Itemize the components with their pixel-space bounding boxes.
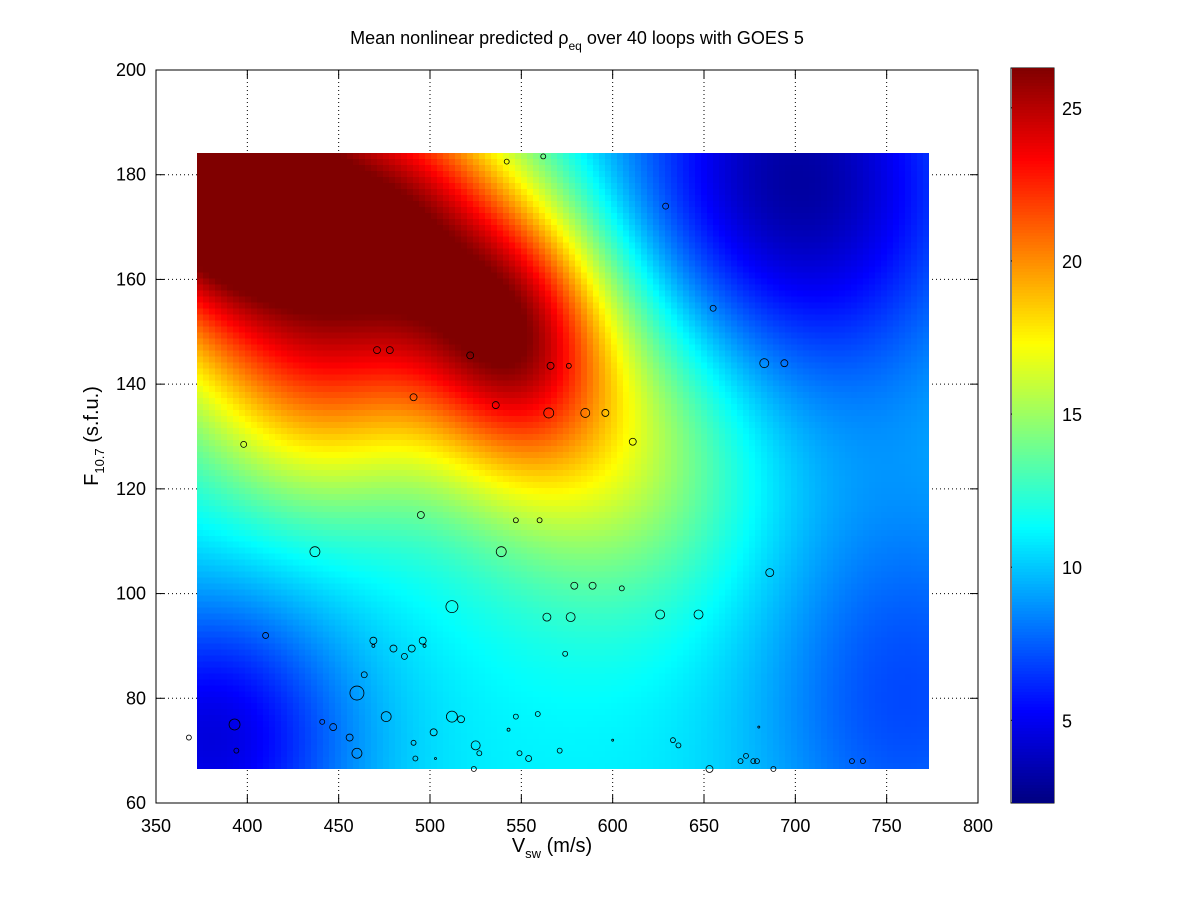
x-label-rest: (m/s)	[541, 835, 592, 857]
title-main: Mean nonlinear predicted ρ	[350, 28, 568, 48]
x-axis: 350 400 450 500 550 600 650 700 750 800	[141, 70, 993, 836]
y-label-rest: (s.f.u.)	[81, 386, 103, 448]
colorbar-tick-label: 5	[1062, 711, 1072, 731]
x-label-subscript: sw	[525, 846, 542, 861]
y-label-subscript: 10.7	[92, 448, 107, 473]
x-label-main: V	[512, 835, 526, 857]
colorbar-tick-label: 10	[1062, 558, 1082, 578]
y-axis-label: F10.7 (s.f.u.)	[81, 386, 107, 486]
x-tick-label: 500	[415, 816, 445, 836]
y-tick-label: 100	[116, 584, 146, 604]
title-subscript: eq	[568, 39, 581, 53]
heatmap-surface	[197, 153, 929, 769]
colorbar-ticks: 5 10 15 20 25	[1011, 99, 1082, 731]
x-tick-label: 750	[872, 816, 902, 836]
y-tick-label: 120	[116, 479, 146, 499]
colorbar	[1012, 68, 1054, 803]
colorbar-tick-label: 15	[1062, 405, 1082, 425]
chart-title: Mean nonlinear predicted ρeq over 40 loo…	[350, 28, 804, 53]
x-tick-label: 550	[506, 816, 536, 836]
x-tick-label: 700	[780, 816, 810, 836]
colorbar-tick-label: 20	[1062, 252, 1082, 272]
x-tick-label: 650	[689, 816, 719, 836]
y-tick-label: 160	[116, 269, 146, 289]
y-label-main: F	[81, 474, 103, 486]
x-axis-label: Vsw (m/s)	[512, 835, 592, 861]
x-tick-label: 450	[324, 816, 354, 836]
x-tick-label: 600	[598, 816, 628, 836]
colorbar-tick-label: 25	[1062, 99, 1082, 119]
title-rest: over 40 loops with GOES 5	[582, 28, 804, 48]
x-tick-label: 350	[141, 816, 171, 836]
plot-frame	[155, 69, 979, 804]
y-tick-label: 180	[116, 165, 146, 185]
y-tick-label: 80	[126, 688, 146, 708]
y-tick-label: 140	[116, 374, 146, 394]
x-tick-label: 400	[232, 816, 262, 836]
y-axis: 60 80 100 120 140 160 180 200	[116, 60, 978, 813]
y-tick-label: 60	[126, 793, 146, 813]
y-tick-label: 200	[116, 60, 146, 80]
x-tick-label: 800	[963, 816, 993, 836]
